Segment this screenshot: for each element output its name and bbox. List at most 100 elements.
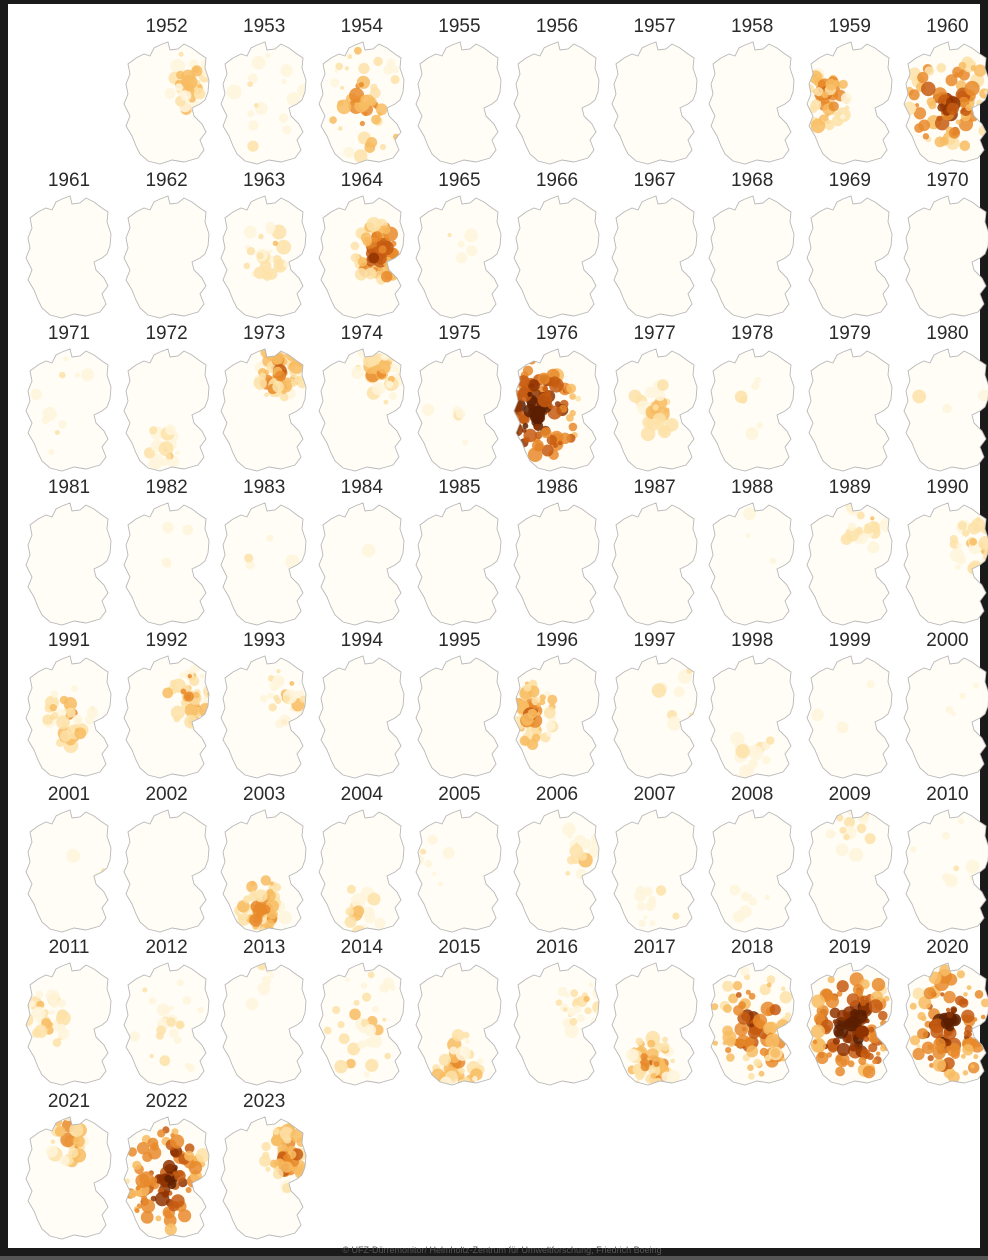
country-fill <box>807 503 892 625</box>
country-fill <box>612 196 697 318</box>
year-label: 1999 <box>801 630 899 652</box>
year-label: 1995 <box>410 630 508 652</box>
country-fill <box>904 196 988 318</box>
year-map-panel: 1959 <box>801 14 899 167</box>
germany-drought-map <box>510 194 604 320</box>
germany-drought-map <box>510 501 604 627</box>
country-fill <box>807 196 892 318</box>
year-map-panel: 1976 <box>508 321 606 474</box>
year-map-panel: 2006 <box>508 782 606 935</box>
year-map-panel: 1968 <box>703 168 801 321</box>
year-label: 2019 <box>801 937 899 959</box>
year-label: 2021 <box>20 1091 118 1113</box>
year-label: 2010 <box>898 784 988 806</box>
year-map-panel: 2003 <box>215 782 313 935</box>
year-label: 1974 <box>313 323 411 345</box>
germany-drought-map <box>803 347 897 473</box>
year-map-panel: 1982 <box>118 475 216 628</box>
germany-drought-map <box>900 808 988 934</box>
year-label: 2020 <box>898 937 988 959</box>
year-label: 2005 <box>410 784 508 806</box>
year-label: 1960 <box>898 16 988 38</box>
germany-drought-map <box>315 808 409 934</box>
year-map-panel: 2011 <box>20 935 118 1088</box>
germany-drought-map <box>608 961 702 1087</box>
year-map-panel: 2012 <box>118 935 216 1088</box>
year-map-panel: 1978 <box>703 321 801 474</box>
year-map-panel: 1996 <box>508 628 606 781</box>
country-fill <box>416 42 501 164</box>
year-label: 1975 <box>410 323 508 345</box>
germany-drought-map <box>315 654 409 780</box>
year-label: 2009 <box>801 784 899 806</box>
year-label: 1984 <box>313 477 411 499</box>
germany-drought-map <box>803 194 897 320</box>
year-map-panel: 1988 <box>703 475 801 628</box>
germany-drought-map <box>120 501 214 627</box>
year-label: 1952 <box>118 16 216 38</box>
germany-drought-map <box>120 961 214 1087</box>
year-map-panel: 2014 <box>313 935 411 1088</box>
year-label: 2011 <box>20 937 118 959</box>
country-fill <box>709 42 794 164</box>
germany-drought-map <box>510 808 604 934</box>
country-fill <box>319 656 404 778</box>
germany-drought-map <box>900 40 988 166</box>
year-map-panel: 2002 <box>118 782 216 935</box>
germany-drought-map <box>22 501 116 627</box>
credit-line: © UFZ-Dürremonitor/ Helmholtz-Zentrum fü… <box>8 1245 988 1255</box>
year-map-panel: 2021 <box>20 1089 118 1242</box>
country-fill <box>124 196 209 318</box>
germany-drought-map <box>120 40 214 166</box>
year-map-panel: 1955 <box>410 14 508 167</box>
year-label: 1978 <box>703 323 801 345</box>
germany-drought-map <box>608 40 702 166</box>
year-map-panel: 1958 <box>703 14 801 167</box>
year-map-panel: 2022 <box>118 1089 216 1242</box>
year-map-panel: 2017 <box>606 935 704 1088</box>
germany-drought-map <box>608 501 702 627</box>
year-map-panel: 1971 <box>20 321 118 474</box>
germany-drought-map <box>217 808 311 934</box>
year-label: 1998 <box>703 630 801 652</box>
year-map-panel: 2001 <box>20 782 118 935</box>
year-label: 1977 <box>606 323 704 345</box>
country-fill <box>514 503 599 625</box>
year-map-panel: 1963 <box>215 168 313 321</box>
year-label: 1953 <box>215 16 313 38</box>
year-label: 1966 <box>508 170 606 192</box>
year-label: 1961 <box>20 170 118 192</box>
year-label: 1980 <box>898 323 988 345</box>
year-map-panel: 1986 <box>508 475 606 628</box>
year-map-panel: 1999 <box>801 628 899 781</box>
year-map-panel: 2004 <box>313 782 411 935</box>
year-map-panel: 1995 <box>410 628 508 781</box>
country-fill <box>709 196 794 318</box>
germany-drought-map <box>608 654 702 780</box>
year-label: 1965 <box>410 170 508 192</box>
germany-drought-map <box>510 961 604 1087</box>
year-label: 1992 <box>118 630 216 652</box>
year-label: 2013 <box>215 937 313 959</box>
year-map-panel: 2009 <box>801 782 899 935</box>
year-map-panel: 2019 <box>801 935 899 1088</box>
year-label: 1963 <box>215 170 313 192</box>
year-label: 1985 <box>410 477 508 499</box>
year-map-panel: 1997 <box>606 628 704 781</box>
country-fill <box>612 503 697 625</box>
country-fill <box>514 196 599 318</box>
year-label: 1971 <box>20 323 118 345</box>
germany-drought-map <box>22 194 116 320</box>
year-label: 2014 <box>313 937 411 959</box>
year-label: 2018 <box>703 937 801 959</box>
year-map-panel: 1957 <box>606 14 704 167</box>
year-map-panel: 1991 <box>20 628 118 781</box>
year-map-panel: 1967 <box>606 168 704 321</box>
germany-drought-map <box>120 347 214 473</box>
germany-drought-map <box>120 1115 214 1241</box>
germany-drought-map <box>217 40 311 166</box>
year-label: 1967 <box>606 170 704 192</box>
country-fill <box>904 656 988 778</box>
year-map-panel: 1962 <box>118 168 216 321</box>
year-label: 1972 <box>118 323 216 345</box>
